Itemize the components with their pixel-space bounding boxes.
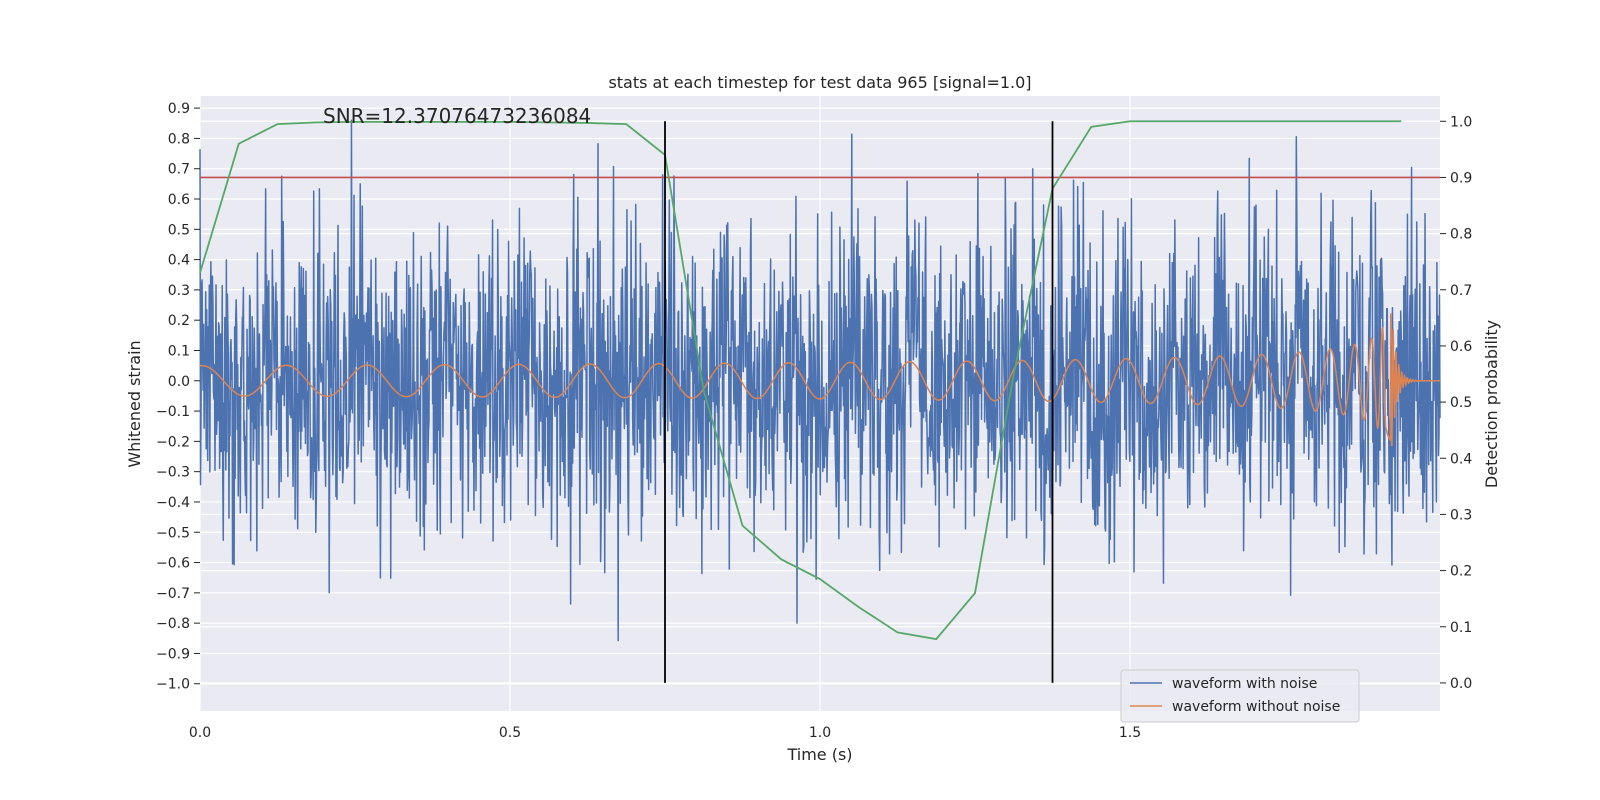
y-left-axis-label: Whitened strain bbox=[125, 340, 144, 467]
y-left-tick-label: 0.9 bbox=[168, 101, 190, 117]
chart-title: stats at each timestep for test data 965… bbox=[608, 73, 1031, 92]
y-right-tick-label: 0.3 bbox=[1450, 507, 1472, 523]
y-left-tick-label: 0.4 bbox=[168, 253, 190, 269]
x-axis-ticks: 0.0 0.5 1.0 1.5 bbox=[189, 725, 1141, 741]
y-left-tick-label: −1.0 bbox=[156, 677, 190, 693]
y-left-tick-label: 0.3 bbox=[168, 283, 190, 299]
y-left-tick-label: 0.6 bbox=[168, 192, 190, 208]
series-detection-probability bbox=[199, 120, 1402, 641]
y-right-tick-label: 0.0 bbox=[1450, 676, 1472, 692]
y-right-tick-label: 0.7 bbox=[1450, 283, 1472, 299]
series-waveform-with-noise bbox=[199, 119, 1441, 642]
y-left-tick-label: −0.2 bbox=[156, 434, 190, 450]
y-left-tick-label: 0.1 bbox=[168, 343, 190, 359]
snr-annotation: SNR=12.37076473236084 bbox=[323, 104, 591, 128]
x-tick-label: 1.5 bbox=[1119, 725, 1141, 741]
series-waveform-without-noise bbox=[199, 313, 1440, 447]
y-left-tick-label: −0.3 bbox=[156, 465, 190, 481]
legend-label-noisy: waveform with noise bbox=[1172, 676, 1317, 692]
y-left-tick-label: −0.5 bbox=[156, 525, 190, 541]
y-right-axis-ticks: 1.0 0.9 0.8 0.7 0.6 0.5 0.4 0.3 0.2 0.1 0.0 bbox=[1440, 114, 1472, 692]
y-right-tick-label: 0.6 bbox=[1450, 339, 1472, 355]
y-left-tick-label: 0.5 bbox=[168, 222, 190, 238]
y-left-tick-label: −0.1 bbox=[156, 404, 190, 420]
y-right-tick-label: 0.1 bbox=[1450, 620, 1472, 636]
legend-box bbox=[1120, 669, 1360, 723]
y-left-tick-label: 0.8 bbox=[168, 131, 190, 147]
clean-waveform-line bbox=[199, 313, 1440, 447]
y-right-tick-label: 0.2 bbox=[1450, 564, 1472, 580]
detection-probability-line bbox=[199, 120, 1402, 641]
y-left-axis-ticks: 0.9 0.8 0.7 0.6 0.5 0.4 0.3 0.2 0.1 0.0 −0.1 −0.2 −0… bbox=[156, 101, 200, 693]
x-axis-label: Time (s) bbox=[786, 745, 852, 764]
y-right-tick-label: 1.0 bbox=[1450, 114, 1472, 130]
y-left-tick-label: −0.6 bbox=[156, 556, 190, 572]
legend-label-clean: waveform without noise bbox=[1172, 699, 1340, 715]
legend: waveform with noise waveform without noi… bbox=[1120, 669, 1360, 723]
y-right-tick-label: 0.5 bbox=[1450, 395, 1472, 411]
y-right-axis-label: Detection probability bbox=[1482, 320, 1501, 488]
y-right-tick-label: 0.4 bbox=[1450, 451, 1472, 467]
x-tick-label: 1.0 bbox=[809, 725, 831, 741]
noisy-waveform-line bbox=[199, 119, 1441, 642]
x-tick-label: 0.0 bbox=[189, 725, 211, 741]
y-left-tick-label: −0.8 bbox=[156, 616, 190, 632]
x-tick-label: 0.5 bbox=[499, 725, 521, 741]
y-right-tick-label: 0.9 bbox=[1450, 170, 1472, 186]
y-right-tick-label: 0.8 bbox=[1450, 227, 1472, 243]
y-left-tick-label: −0.9 bbox=[156, 646, 190, 662]
vertical-markers bbox=[664, 121, 1054, 683]
y-left-tick-label: 0.0 bbox=[168, 374, 190, 390]
y-left-tick-label: −0.4 bbox=[156, 495, 190, 511]
y-left-tick-label: 0.2 bbox=[168, 313, 190, 329]
y-left-tick-label: −0.7 bbox=[156, 586, 190, 602]
y-left-tick-label: 0.7 bbox=[168, 162, 190, 178]
